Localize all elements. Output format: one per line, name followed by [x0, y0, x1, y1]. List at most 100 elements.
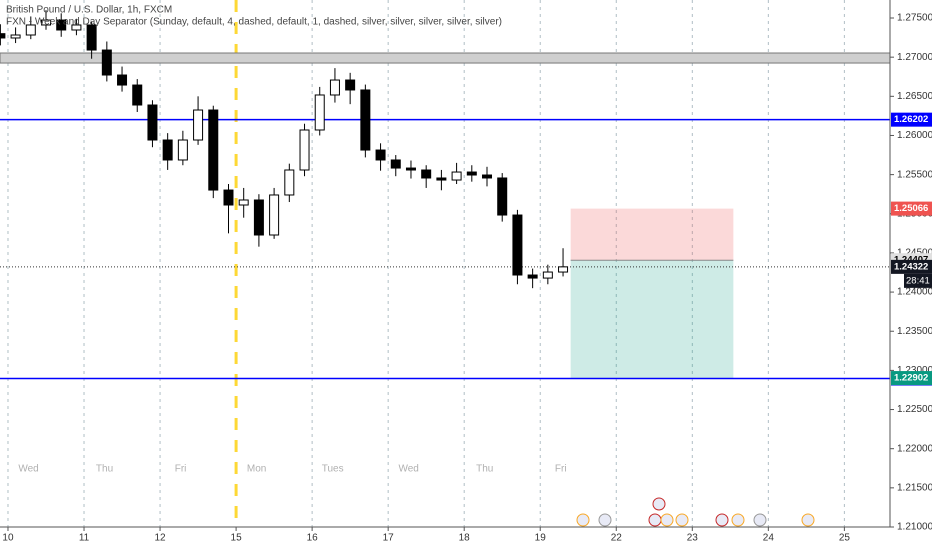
candle-body: [314, 94, 325, 131]
stop-zone: [570, 208, 734, 261]
candle-body: [193, 109, 204, 141]
candle-body: [223, 189, 234, 206]
candle-body: [436, 177, 447, 181]
y-tick-label: 1.23000: [897, 365, 932, 376]
session-label: Thu: [476, 464, 493, 475]
candle-body: [390, 159, 401, 169]
candle-body: [10, 34, 21, 39]
candle-body: [25, 24, 36, 36]
event-icon[interactable]: [731, 513, 745, 527]
y-tick-label: 1.25500: [897, 169, 932, 180]
candle-body: [101, 49, 112, 76]
candle-body: [253, 199, 264, 236]
price-badge-label: 1.22902: [894, 373, 928, 384]
candle-body: [86, 24, 97, 51]
price-badge-label: 1.26202: [894, 114, 928, 125]
event-icon[interactable]: [715, 513, 729, 527]
y-tick-label: 1.24500: [897, 248, 932, 259]
candle-body: [147, 104, 158, 141]
candle-body: [269, 194, 280, 236]
price-badge-label: 1.25066: [894, 203, 928, 214]
session-label: Fri: [175, 464, 187, 475]
y-tick-label: 1.22000: [897, 443, 932, 454]
x-tick-label: 24: [763, 533, 775, 544]
y-tick-label: 1.27500: [897, 13, 932, 24]
target-zone: [570, 260, 734, 379]
time-axis-bg: [0, 527, 890, 550]
candle-body: [117, 74, 128, 86]
candle-body: [542, 271, 553, 279]
x-tick-label: 15: [231, 533, 243, 544]
x-tick-label: 12: [154, 533, 166, 544]
candle-body: [41, 19, 52, 26]
candle-body: [299, 129, 310, 171]
candle-body: [466, 171, 477, 176]
price-badge: [891, 201, 932, 216]
candle-body: [56, 19, 67, 31]
x-tick-label: 11: [79, 533, 90, 544]
x-tick-label: 23: [687, 533, 699, 544]
event-icon[interactable]: [675, 513, 689, 527]
y-tick-label: 1.21500: [897, 482, 932, 493]
candle-body: [375, 149, 386, 161]
candle-body: [132, 84, 143, 106]
y-tick-label: 1.26500: [897, 91, 932, 102]
price-badge: [891, 371, 932, 386]
x-tick-label: 19: [535, 533, 547, 544]
candle-body: [405, 167, 416, 171]
event-icon[interactable]: [652, 497, 666, 511]
plot-area: Wed Thu Fri Mon Tues Wed Thu Fri British Pound /…: [0, 0, 891, 527]
session-label: Tues: [322, 464, 344, 475]
session-label: Mon: [247, 464, 266, 475]
candle-body: [345, 79, 356, 91]
candle-body: [512, 214, 523, 276]
candle-body: [0, 33, 6, 39]
candle-body: [451, 171, 462, 181]
candle-body: [360, 89, 371, 151]
price-badge: [891, 259, 932, 274]
x-tick-label: 25: [839, 533, 851, 544]
event-icon[interactable]: [648, 513, 662, 527]
candle-body: [497, 177, 508, 216]
price-badge-label: 1.24322: [894, 261, 928, 272]
event-icons[interactable]: [576, 497, 815, 527]
countdown-badge: [904, 273, 932, 288]
y-tick-label: 1.21000: [897, 522, 932, 533]
candle-body: [162, 139, 173, 161]
event-icon[interactable]: [753, 513, 767, 527]
session-label: Thu: [96, 464, 113, 475]
session-label: Wed: [18, 464, 38, 475]
candle-body: [71, 24, 82, 31]
y-tick-label: 1.22500: [897, 404, 932, 415]
event-icon[interactable]: [801, 513, 815, 527]
candle-body: [284, 169, 295, 196]
chart-title: British Pound / U.S. Dollar, 1h, FXCM: [6, 5, 172, 16]
candle-body: [482, 174, 493, 179]
x-tick-label: 10: [2, 533, 14, 544]
zone: [0, 52, 891, 64]
x-tick-label: 22: [611, 533, 623, 544]
countdown-label: 28:41: [906, 275, 930, 286]
overlay: 1.27500 1.27000 1.26500 1.26000 1.25500 1.250…: [2, 13, 932, 544]
event-icon[interactable]: [598, 513, 612, 527]
y-tick-label: 1.24000: [897, 287, 932, 298]
y-tick-label: 1.27000: [897, 52, 932, 63]
price-badge: [891, 112, 932, 127]
event-icon[interactable]: [660, 513, 674, 527]
candle-body: [421, 169, 432, 179]
session-label: Fri: [555, 464, 567, 475]
session-label: Wed: [398, 464, 418, 475]
x-tick-label: 16: [307, 533, 319, 544]
candle-body: [527, 274, 538, 279]
candle-body: [208, 109, 219, 191]
candle-body: [329, 79, 340, 96]
indicator-label: FXN - Week and Day Separator (Sunday, de…: [6, 17, 502, 28]
candle-body: [558, 266, 569, 273]
candle-body: [177, 139, 188, 161]
event-icon[interactable]: [576, 513, 590, 527]
x-tick-label: 17: [383, 533, 395, 544]
x-tick-label: 18: [459, 533, 471, 544]
y-tick-label: 1.26000: [897, 130, 932, 141]
